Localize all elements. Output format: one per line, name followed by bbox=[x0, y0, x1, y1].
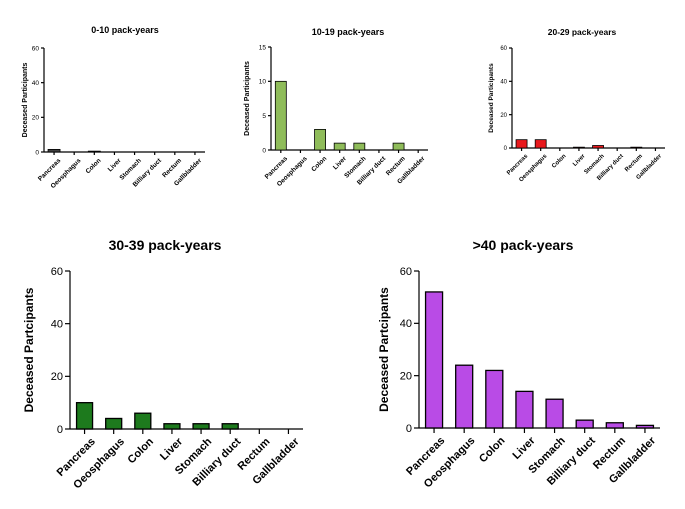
x-tick-label: Liver bbox=[332, 155, 348, 171]
bar-liver bbox=[515, 390, 534, 429]
y-tick-label: 10 bbox=[259, 79, 267, 86]
x-tick-label: Liver bbox=[572, 153, 587, 168]
chart-4: 30-39 pack-years Deceased Partcipants 0 20 4… bbox=[22, 237, 303, 491]
bar-colon bbox=[134, 412, 152, 430]
chart-title: 10-19 pack-years bbox=[312, 27, 385, 37]
y-tick-label: 20 bbox=[32, 115, 40, 122]
chart-5: >40 pack-years Deceased Partcipants 0 20 40 6… bbox=[377, 237, 660, 490]
bar-liver bbox=[163, 423, 181, 430]
y-tick-label: 60 bbox=[51, 266, 63, 278]
y-tick-label: 40 bbox=[32, 80, 40, 87]
y-tick-label: 0 bbox=[504, 146, 508, 152]
y-axis-label: Deceased Participants bbox=[244, 61, 251, 136]
chart-title: 0-10 pack-years bbox=[91, 25, 159, 35]
bar-colon bbox=[87, 150, 101, 153]
bar-rectum bbox=[630, 146, 643, 149]
bar-liver bbox=[573, 146, 585, 149]
bar-pancreas bbox=[515, 139, 528, 149]
y-tick-label: 20 bbox=[51, 371, 63, 383]
y-tick-label: 5 bbox=[262, 113, 266, 120]
bar-pancreas bbox=[274, 80, 287, 151]
y-tick-label: 60 bbox=[500, 46, 507, 52]
bar-liver bbox=[333, 142, 346, 151]
y-tick-label: 0 bbox=[57, 424, 63, 436]
bar-pancreas bbox=[47, 148, 61, 153]
y-axis-label: Deceased Participants bbox=[488, 63, 495, 133]
bar-colon bbox=[314, 128, 326, 151]
chart-title: 30-39 pack-years bbox=[109, 237, 222, 253]
y-tick-label: 60 bbox=[32, 45, 40, 52]
bar-gallbladder bbox=[635, 424, 655, 429]
bar-stomach bbox=[545, 398, 564, 429]
y-tick-label: 20 bbox=[400, 371, 412, 383]
bar-stomach bbox=[353, 142, 366, 151]
y-tick-label: 0 bbox=[262, 147, 266, 154]
bar-rectum bbox=[392, 142, 405, 151]
bar-oeosphagus bbox=[534, 139, 547, 149]
y-tick-label: 40 bbox=[51, 319, 63, 331]
y-axis-label: Deceased Participants bbox=[22, 63, 29, 138]
y-tick-label: 15 bbox=[259, 44, 267, 51]
bar-rectum bbox=[605, 422, 624, 429]
y-tick-label: 0 bbox=[406, 423, 412, 435]
bar-colon bbox=[485, 369, 504, 429]
chart-2: 10-19 pack-years Deceased Participants 0 5 1… bbox=[244, 27, 428, 188]
x-tick-label: Colon bbox=[310, 155, 328, 173]
bar-stomach bbox=[192, 423, 210, 430]
bar-billiary-duct bbox=[575, 419, 594, 429]
bar-oeosphagus bbox=[105, 417, 123, 430]
chart-title: 20-29 pack-years bbox=[548, 27, 617, 37]
y-tick-label: 20 bbox=[500, 113, 507, 119]
x-tick-label: Colon bbox=[551, 153, 567, 169]
y-tick-label: 40 bbox=[400, 318, 412, 330]
y-tick-label: 60 bbox=[400, 266, 412, 278]
x-tick-label: Liver bbox=[107, 157, 123, 173]
x-tick-label: Colon bbox=[126, 436, 157, 467]
bar-pancreas bbox=[424, 291, 444, 429]
bar-pancreas bbox=[75, 402, 94, 430]
y-tick-label: 40 bbox=[500, 79, 507, 85]
y-axis-label: Deceased Partcipants bbox=[22, 287, 36, 412]
y-axis-label: Deceased Partcipants bbox=[377, 287, 391, 412]
x-tick-label: Colon bbox=[477, 435, 508, 466]
bar-stomach bbox=[592, 145, 604, 149]
x-tick-label: Colon bbox=[85, 157, 103, 175]
chart-title: >40 pack-years bbox=[473, 237, 574, 253]
bar-billiary-duct bbox=[221, 423, 239, 430]
bar-oeosphagus bbox=[455, 364, 474, 429]
chart-3: 20-29 pack-years Deceased Participants 0 20… bbox=[488, 27, 665, 183]
y-tick-label: 0 bbox=[35, 149, 39, 156]
chart-1: 0-10 pack-years Deceased Participants 0 20 4… bbox=[22, 25, 205, 190]
x-tick-label: Liver bbox=[511, 434, 539, 462]
